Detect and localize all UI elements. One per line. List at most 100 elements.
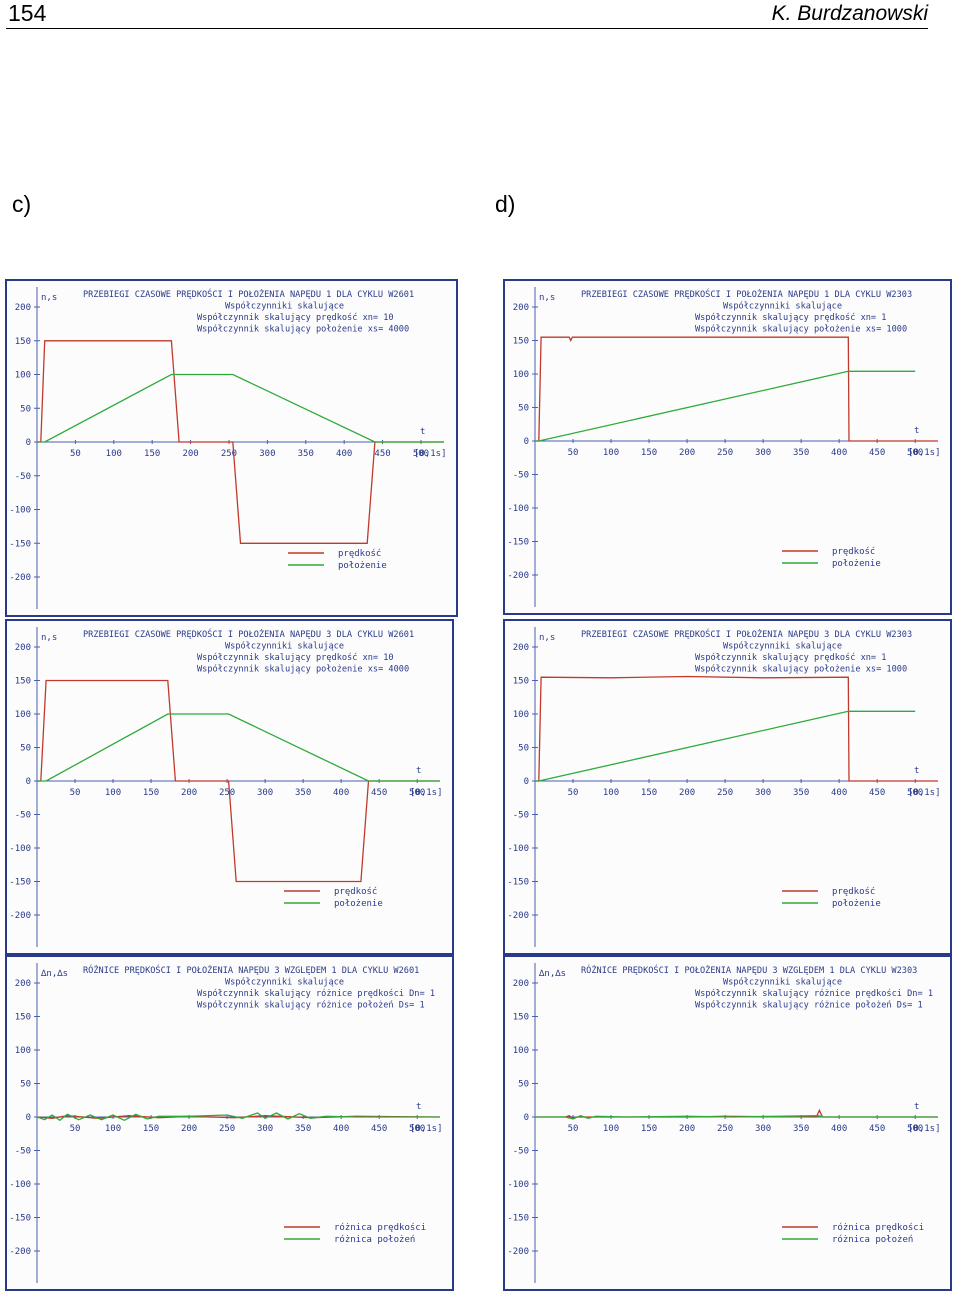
x-axis-unit: [0,1s] bbox=[908, 448, 941, 458]
x-tick-label: 500 bbox=[907, 788, 923, 798]
y-tick-label: 50 bbox=[20, 744, 31, 754]
legend-label: prędkość bbox=[832, 546, 875, 557]
series-line-position bbox=[535, 710, 916, 782]
x-tick-label: 100 bbox=[105, 788, 121, 798]
legend-label: położenie bbox=[832, 559, 881, 569]
chart-title-line: Współczynnik skalujący prędkość xn= 1 bbox=[695, 652, 886, 663]
x-tick-label: 200 bbox=[679, 788, 695, 798]
x-tick-label: 100 bbox=[603, 1124, 619, 1134]
legend-label: prędkość bbox=[338, 548, 381, 559]
legend-label: prędkość bbox=[832, 886, 875, 897]
x-tick-label: 350 bbox=[793, 448, 809, 458]
chart-title-line: PRZEBIEGI CZASOWE PRĘDKOŚCI I POŁOŻENIA … bbox=[581, 288, 912, 300]
x-tick-label: 450 bbox=[869, 788, 885, 798]
x-axis-label: t bbox=[416, 1102, 421, 1112]
y-tick-label: 0 bbox=[26, 1113, 31, 1123]
chart-title-line: Współczynniki skalujące bbox=[723, 301, 842, 312]
chart-title-line: PRZEBIEGI CZASOWE PRĘDKOŚCI I POŁOŻENIA … bbox=[83, 288, 414, 300]
y-tick-label: -200 bbox=[9, 1247, 31, 1257]
series-line-position bbox=[535, 1115, 938, 1120]
x-axis-unit: [0,1s] bbox=[908, 1124, 941, 1134]
y-tick-label: -150 bbox=[9, 878, 31, 888]
x-tick-label: 300 bbox=[257, 1124, 273, 1134]
x-tick-label: 350 bbox=[793, 1124, 809, 1134]
x-tick-label: 450 bbox=[371, 1124, 387, 1134]
chart-title-line: Współczynniki skalujące bbox=[225, 977, 344, 988]
x-tick-label: 200 bbox=[181, 1124, 197, 1134]
x-tick-label: 50 bbox=[70, 788, 81, 798]
y-axis-label: n,s bbox=[539, 293, 555, 303]
y-tick-label: 100 bbox=[513, 710, 529, 720]
y-axis-label: n,s bbox=[539, 633, 555, 643]
x-tick-label: 400 bbox=[831, 1124, 847, 1134]
x-tick-label: 250 bbox=[717, 788, 733, 798]
y-tick-label: 200 bbox=[513, 979, 529, 989]
y-tick-label: -150 bbox=[507, 538, 529, 548]
x-tick-label: 150 bbox=[144, 449, 160, 459]
x-tick-label: 50 bbox=[70, 1124, 81, 1134]
legend-label: położenie bbox=[832, 899, 881, 909]
chart-title-line: Współczynnik skalujący prędkość xn= 10 bbox=[197, 652, 394, 663]
x-tick-label: 450 bbox=[374, 449, 390, 459]
x-tick-label: 250 bbox=[717, 1124, 733, 1134]
x-tick-label: 350 bbox=[295, 788, 311, 798]
y-axis-label: ∆n,∆s bbox=[538, 969, 566, 979]
y-axis-label: n,s bbox=[41, 633, 57, 643]
chart-c-difference: ∆n,∆s 200 150 100 50 0 -50 -100 -150 -200 50 100 150… bbox=[5, 955, 454, 1291]
chart-title-line: Współczynnik skalujący położenie xs= 100… bbox=[695, 664, 907, 675]
x-tick-label: 150 bbox=[641, 1124, 657, 1134]
running-head-author: K. Burdzanowski bbox=[771, 2, 928, 25]
x-tick-label: 500 bbox=[413, 449, 429, 459]
legend-label: różnica położeń bbox=[334, 1234, 415, 1245]
x-tick-label: 400 bbox=[333, 788, 349, 798]
x-tick-label: 100 bbox=[603, 788, 619, 798]
y-tick-label: -200 bbox=[507, 911, 529, 921]
x-tick-label: 400 bbox=[831, 788, 847, 798]
page-number: 154 bbox=[8, 0, 47, 26]
y-tick-label: 200 bbox=[15, 643, 31, 653]
y-tick-label: 0 bbox=[524, 1113, 529, 1123]
y-tick-label: -50 bbox=[513, 811, 529, 821]
y-tick-label: 0 bbox=[524, 437, 529, 447]
y-tick-label: 50 bbox=[518, 744, 529, 754]
y-tick-label: 200 bbox=[513, 303, 529, 313]
chart-title-line: Współczynniki skalujące bbox=[225, 641, 344, 652]
series-line-position bbox=[37, 373, 444, 443]
x-tick-label: 500 bbox=[409, 788, 425, 798]
chart-d-drive3: n,s 200 150 100 50 0 -50 -100 -150 -200 50 100 150 20… bbox=[503, 619, 952, 955]
y-tick-label: -150 bbox=[507, 878, 529, 888]
x-axis-unit: [0,1s] bbox=[414, 449, 447, 459]
x-tick-label: 500 bbox=[409, 1124, 425, 1134]
y-axis-label: n,s bbox=[41, 293, 57, 303]
y-tick-label: -50 bbox=[513, 471, 529, 481]
x-tick-label: 250 bbox=[221, 449, 237, 459]
x-tick-label: 50 bbox=[70, 449, 81, 459]
chart-c-drive3: n,s 200 150 100 50 0 -50 -100 -150 -200 50 100 150 20… bbox=[5, 619, 454, 955]
x-axis-unit: [0,1s] bbox=[410, 1124, 443, 1134]
y-tick-label: 150 bbox=[513, 1013, 529, 1023]
y-tick-label: 100 bbox=[15, 1046, 31, 1056]
x-tick-label: 150 bbox=[641, 788, 657, 798]
x-tick-label: 450 bbox=[371, 788, 387, 798]
y-tick-label: 0 bbox=[26, 777, 31, 787]
x-tick-label: 300 bbox=[259, 449, 275, 459]
y-tick-label: -200 bbox=[9, 573, 31, 583]
y-tick-label: 50 bbox=[20, 404, 31, 414]
chart-title-line: Współczynnik skalujący prędkość xn= 1 bbox=[695, 312, 886, 323]
x-axis-label: t bbox=[914, 766, 919, 776]
panel-label-d: d) bbox=[495, 191, 516, 217]
y-tick-label: 200 bbox=[513, 643, 529, 653]
y-axis-label: ∆n,∆s bbox=[40, 969, 68, 979]
y-tick-label: -100 bbox=[507, 1180, 529, 1190]
y-tick-label: -50 bbox=[513, 1147, 529, 1157]
x-tick-label: 150 bbox=[143, 1124, 159, 1134]
y-tick-label: -50 bbox=[15, 472, 31, 482]
x-axis-label: t bbox=[420, 427, 425, 437]
y-tick-label: 50 bbox=[518, 1080, 529, 1090]
y-tick-label: -200 bbox=[507, 571, 529, 581]
chart-title-line: Współczynniki skalujące bbox=[723, 641, 842, 652]
chart-title-line: Współczynnik skalujący położenie xs= 400… bbox=[197, 664, 409, 675]
y-tick-label: -150 bbox=[507, 1214, 529, 1224]
legend-label: różnica prędkości bbox=[832, 1222, 924, 1233]
